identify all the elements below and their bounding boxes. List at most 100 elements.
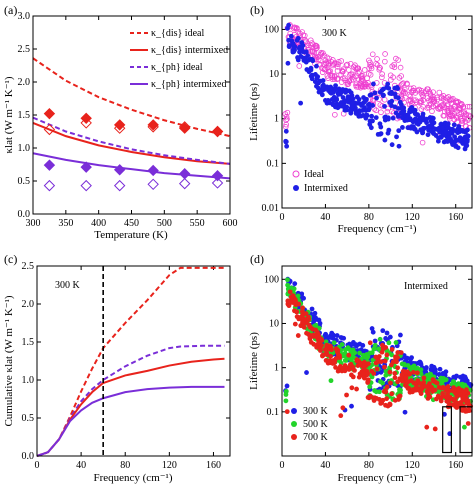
- d-point: [299, 309, 305, 315]
- b-point: [404, 117, 410, 122]
- d-point: [381, 389, 387, 394]
- b-point: [457, 102, 464, 108]
- legend-b-label-2: Intermixed: [304, 183, 348, 194]
- d-point: [324, 352, 330, 357]
- d-point: [385, 403, 391, 409]
- a-series-line-2: [32, 121, 231, 165]
- d-point: [286, 303, 292, 309]
- b-point: [394, 134, 399, 140]
- d-point: [394, 359, 399, 365]
- a-series-line-4: [32, 152, 231, 180]
- panel-c-xlabel: Frequency (cm⁻¹): [93, 472, 172, 484]
- d-point: [383, 336, 389, 341]
- b-point: [348, 71, 354, 77]
- c-ytick-label: 0.5: [22, 413, 35, 424]
- b-point: [414, 129, 420, 135]
- c-xtick-label: 40: [76, 460, 86, 471]
- b-point: [399, 81, 405, 87]
- b-point: [315, 74, 321, 80]
- b-ytick-label: 0.01: [262, 203, 280, 214]
- d-point: [301, 324, 307, 330]
- panel-d-label: (d): [250, 252, 264, 266]
- b-point: [408, 85, 414, 92]
- d-point: [352, 342, 357, 347]
- d-point: [350, 365, 356, 371]
- b-point: [316, 89, 322, 95]
- d-point: [440, 370, 446, 376]
- b-point: [398, 73, 404, 79]
- a-ytick-label: 1.0: [18, 143, 31, 154]
- b-point: [429, 108, 435, 115]
- b-point: [440, 96, 447, 102]
- a-marker-diamond: [43, 107, 56, 120]
- b-point: [296, 45, 302, 51]
- b-point: [367, 62, 373, 68]
- d-point: [317, 345, 323, 351]
- b-point: [302, 55, 308, 61]
- b-ytick-label: 100: [264, 24, 279, 35]
- d-point: [449, 381, 455, 387]
- d-point: [398, 332, 403, 338]
- a-marker-diamond: [43, 179, 56, 192]
- d-point: [461, 424, 467, 430]
- b-point: [444, 101, 451, 108]
- b-point: [309, 40, 315, 46]
- b-point: [299, 40, 305, 45]
- d-point: [304, 370, 309, 375]
- d-point: [349, 385, 355, 391]
- b-point: [418, 89, 425, 96]
- b-point: [441, 108, 448, 115]
- b-ytick-label: 1: [274, 114, 279, 125]
- b-point: [367, 92, 373, 98]
- b-point: [349, 104, 355, 110]
- panel-b-plot-area: 0 40 80 120 160 0.01 0.1 1 10 100: [262, 16, 474, 223]
- c-xtick-label: 0: [35, 460, 40, 471]
- b-point: [405, 112, 411, 118]
- b-point: [369, 51, 376, 58]
- b-point: [375, 131, 381, 137]
- b-point: [373, 107, 379, 114]
- legend-a-label-1: κ_{dis} ideal: [151, 28, 204, 39]
- d-point: [393, 340, 399, 345]
- d-point: [327, 335, 333, 340]
- d-point: [380, 328, 386, 334]
- b-point: [307, 37, 314, 44]
- b-point: [460, 141, 466, 146]
- b-point: [441, 102, 447, 109]
- b-point: [355, 84, 361, 90]
- a-marker-diamond: [178, 121, 191, 133]
- b-point: [362, 98, 368, 104]
- b-point: [361, 67, 368, 73]
- b-point: [346, 78, 352, 85]
- b-point: [412, 97, 419, 103]
- b-xtick-label: 0: [280, 212, 285, 223]
- b-point: [389, 103, 394, 109]
- d-ytick-label: 10: [269, 318, 279, 329]
- b-point: [382, 103, 387, 109]
- panel-c-annotation: 300 K: [55, 280, 81, 291]
- b-point: [330, 62, 336, 69]
- b-point: [291, 45, 297, 51]
- b-point: [296, 63, 303, 69]
- d-xtick-label: 40: [320, 460, 330, 471]
- d-point: [283, 392, 289, 397]
- b-point: [295, 28, 301, 35]
- d-point: [435, 393, 441, 399]
- a-xtick-label: 550: [190, 218, 205, 229]
- panel-d-plot-area: 0 40 80 120 160 0.1 1 10 100: [264, 266, 474, 471]
- d-point: [388, 380, 393, 386]
- b-point: [417, 119, 423, 125]
- b-point: [308, 67, 314, 73]
- b-point: [338, 72, 344, 78]
- b-point: [367, 71, 374, 78]
- d-point: [305, 314, 311, 320]
- b-point: [409, 105, 414, 111]
- b-point: [368, 125, 374, 131]
- d-point: [460, 377, 466, 383]
- b-point: [331, 94, 337, 100]
- b-point: [364, 112, 370, 118]
- d-point: [329, 347, 334, 353]
- d-ytick-label: 100: [264, 274, 279, 285]
- b-point: [441, 104, 448, 111]
